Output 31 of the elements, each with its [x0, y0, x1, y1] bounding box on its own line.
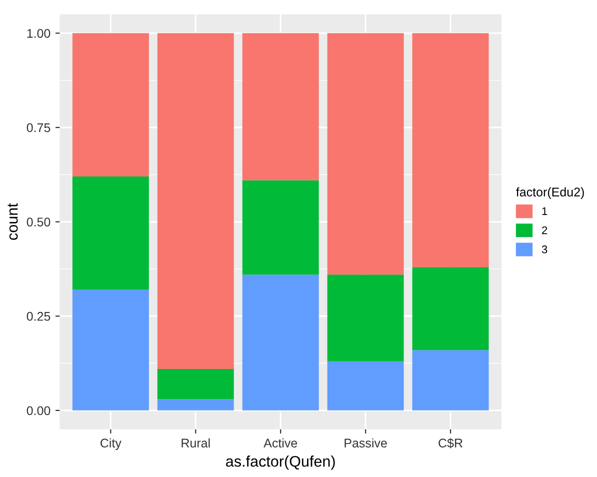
y-tick-label: 0.50 [26, 218, 50, 226]
bar [242, 274, 319, 410]
bar [72, 290, 149, 410]
y-tick-label: 0.25 [26, 312, 50, 321]
bar [327, 33, 404, 275]
x-tick-label: C$R [438, 438, 462, 448]
bar [242, 180, 319, 275]
bar [157, 368, 234, 400]
y-tick-label: 0.75 [26, 123, 50, 132]
bar [327, 361, 404, 410]
bar [412, 33, 489, 268]
y-tick-label: 1.00 [27, 28, 50, 38]
x-tick-label: Rural [182, 438, 210, 448]
legend-label: 2 [542, 226, 548, 234]
x-tick-label: City [100, 438, 122, 450]
bar [157, 33, 234, 369]
y-tick-label: 0.00 [26, 406, 50, 416]
legend-title: factor(Edu2) [516, 187, 584, 199]
bar [72, 176, 149, 290]
bar [72, 33, 149, 177]
bar [242, 33, 319, 180]
y-axis-title: count [8, 203, 18, 240]
legend-label: 3 [542, 245, 548, 254]
x-tick-label: Passive [344, 438, 387, 448]
bar [412, 350, 489, 410]
bar [327, 274, 404, 362]
x-axis-title: as.factor(Qufen) [226, 456, 335, 470]
legend-label: 1 [542, 207, 548, 215]
bar [412, 267, 489, 350]
bar [157, 399, 234, 410]
x-tick-label: Active [264, 438, 298, 448]
